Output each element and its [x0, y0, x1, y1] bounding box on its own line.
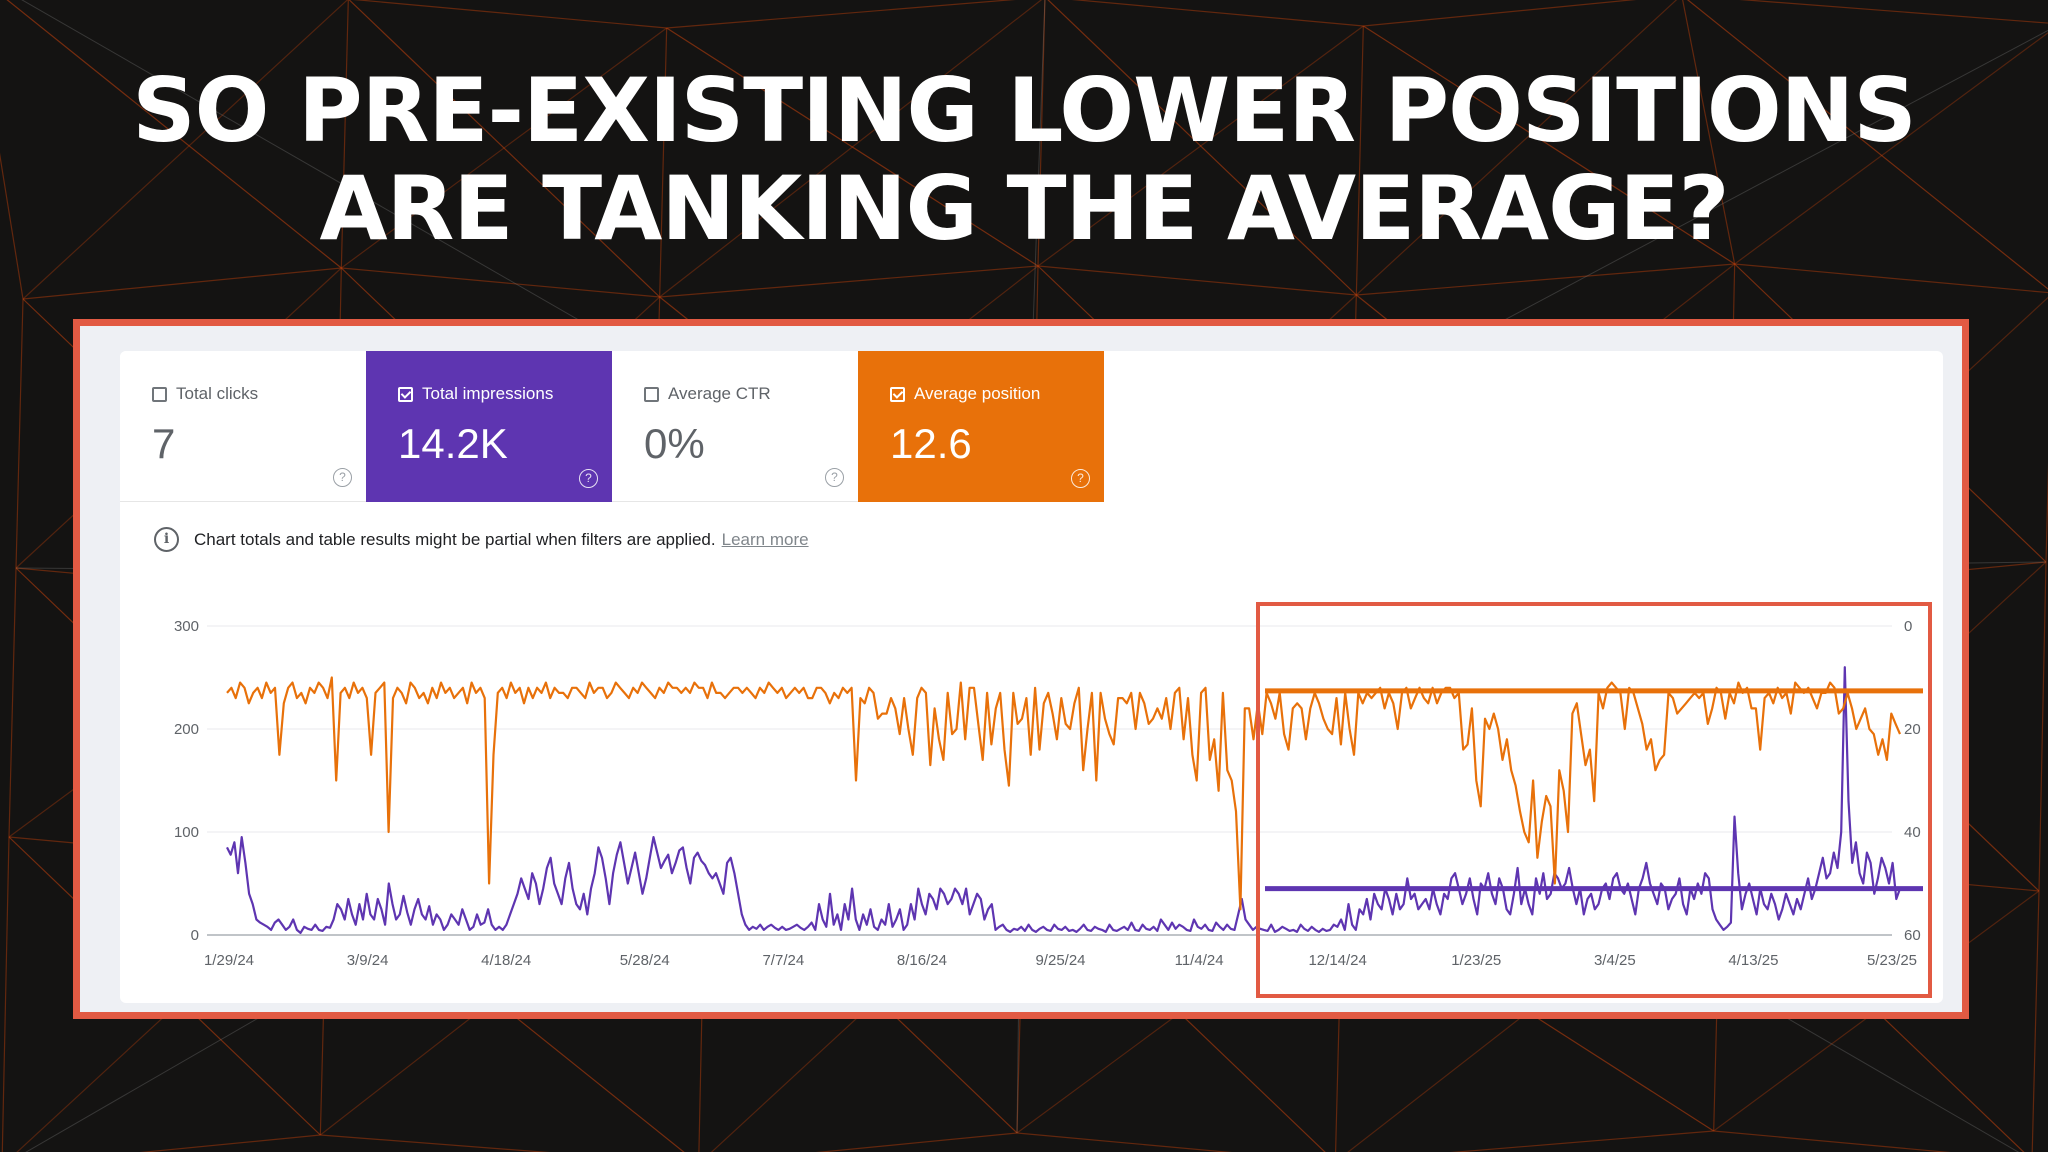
metric-label: Total impressions — [422, 384, 554, 403]
pattern-line — [1037, 25, 1364, 267]
y-right-tick-label: 20 — [1904, 721, 1921, 738]
x-tick-label: 11/4/24 — [1175, 952, 1224, 969]
pattern-line — [340, 27, 668, 269]
pattern-line — [1686, 0, 2048, 290]
pattern-line — [6, 0, 342, 269]
pattern-line — [2031, 890, 2040, 1152]
pattern-line — [1734, 263, 2048, 294]
pattern-line — [340, 0, 349, 269]
help-icon[interactable]: ? — [1071, 469, 1090, 488]
notice-text: Chart totals and table results might be … — [194, 529, 716, 549]
pattern-line — [1450, 1130, 1714, 1152]
screenshot-frame: Total clicks 7 ? Total impressions 14.2K… — [73, 319, 1969, 1019]
performance-chart: 300 200 100 0 0 20 40 60 1/29/24 3/9/24 4/18/24 5/2… — [174, 602, 1932, 998]
pattern-line — [2045, 462, 2048, 563]
chart-labels: 300 200 100 0 0 20 40 60 1/29/24 3/9/24 4/18/24 5/2… — [174, 618, 1921, 969]
x-tick-label: 5/23/25 — [1867, 952, 1917, 969]
help-icon[interactable]: ? — [825, 468, 844, 487]
x-tick-label: 1/23/25 — [1451, 952, 1501, 969]
x-tick-label: 7/7/24 — [762, 952, 804, 969]
x-tick-label: 9/25/24 — [1035, 952, 1085, 969]
pattern-line — [2038, 561, 2047, 892]
help-icon[interactable]: ? — [579, 469, 598, 488]
pattern-line — [666, 27, 1039, 267]
x-tick-label: 8/16/24 — [897, 952, 947, 969]
x-tick-label: 1/29/24 — [204, 952, 254, 969]
checkbox-checked-icon[interactable] — [398, 386, 413, 402]
info-icon: i — [154, 527, 179, 552]
pattern-line — [659, 27, 668, 298]
metric-total-impressions[interactable]: Total impressions 14.2K ? — [366, 351, 612, 502]
pattern-line — [815, 1132, 1018, 1152]
metric-average-ctr[interactable]: Average CTR 0% ? — [612, 351, 858, 502]
x-tick-label: 4/18/24 — [481, 952, 531, 969]
pattern-line — [1037, 265, 1357, 296]
pattern-line — [341, 267, 660, 298]
pattern-line — [1037, 0, 1046, 267]
pattern-line — [1016, 1132, 1233, 1152]
pattern-line — [8, 567, 17, 838]
metric-value: 0% — [644, 420, 705, 467]
pattern-line — [139, 1134, 321, 1152]
pattern-line — [1047, 0, 1357, 296]
highlight-box — [1256, 602, 1932, 998]
learn-more-link[interactable]: Learn more — [721, 529, 809, 549]
metric-value: 7 — [152, 420, 176, 467]
pattern-line — [22, 0, 349, 300]
pattern-line — [659, 0, 1043, 298]
pattern-line — [1713, 1130, 1951, 1152]
pattern-line — [1, 836, 10, 1152]
y-left-tick-label: 100 — [174, 824, 199, 841]
checkbox-icon[interactable] — [644, 386, 659, 402]
pattern-line — [1363, 25, 1735, 265]
pattern-line — [666, 0, 1016, 29]
checkbox-icon[interactable] — [152, 386, 167, 402]
pattern-line — [1071, 0, 1364, 27]
metric-label: Total clicks — [176, 384, 259, 403]
pattern-line — [1363, 0, 1637, 27]
headline: SO PRE-EXISTING LOWER POSITIONS ARE TANK… — [0, 62, 2048, 258]
metric-value: 14.2K — [398, 420, 508, 467]
metric-value: 12.6 — [890, 420, 972, 467]
x-tick-label: 12/14/24 — [1308, 952, 1366, 969]
x-tick-label: 3/9/24 — [347, 952, 389, 969]
x-tick-label: 3/4/25 — [1594, 952, 1636, 969]
pattern-line — [320, 1134, 550, 1152]
pattern-line — [1734, 32, 2048, 265]
pattern-line — [1355, 25, 1364, 296]
x-tick-label: 4/13/25 — [1728, 952, 1778, 969]
pattern-line — [1355, 0, 1678, 296]
pattern-line — [352, 0, 667, 29]
metric-label: Average CTR — [668, 384, 771, 403]
headline-line-2: ARE TANKING THE AVERAGE? — [319, 157, 1729, 260]
position-series-line — [226, 676, 1902, 911]
pattern-line — [1682, 0, 1736, 265]
pattern-line — [0, 152, 24, 300]
y-right-tick-label: 40 — [1904, 824, 1921, 841]
y-left-tick-label: 300 — [174, 618, 199, 635]
performance-card: Total clicks 7 ? Total impressions 14.2K… — [120, 351, 1943, 1003]
metric-label: Average position — [914, 384, 1041, 403]
y-right-tick-label: 0 — [1904, 618, 1912, 635]
chart-series — [226, 602, 1932, 998]
metric-average-position[interactable]: Average position 12.6 ? — [858, 351, 1104, 502]
x-tick-label: 5/28/24 — [620, 952, 670, 969]
headline-line-1: SO PRE-EXISTING LOWER POSITIONS — [132, 59, 1916, 162]
pattern-line — [1356, 263, 1735, 296]
y-left-tick-label: 200 — [174, 721, 199, 738]
y-left-tick-label: 0 — [191, 927, 199, 944]
pattern-line — [1739, 0, 2048, 24]
pattern-line — [659, 265, 1039, 298]
pattern-line — [22, 267, 342, 300]
y-right-tick-label: 60 — [1904, 927, 1921, 944]
pattern-line — [15, 298, 24, 569]
partial-data-notice: i Chart totals and table results might b… — [154, 527, 809, 552]
checkbox-checked-icon[interactable] — [890, 386, 905, 402]
pattern-line — [348, 0, 661, 298]
help-icon[interactable]: ? — [333, 468, 352, 487]
metric-total-clicks[interactable]: Total clicks 7 ? — [120, 351, 366, 502]
